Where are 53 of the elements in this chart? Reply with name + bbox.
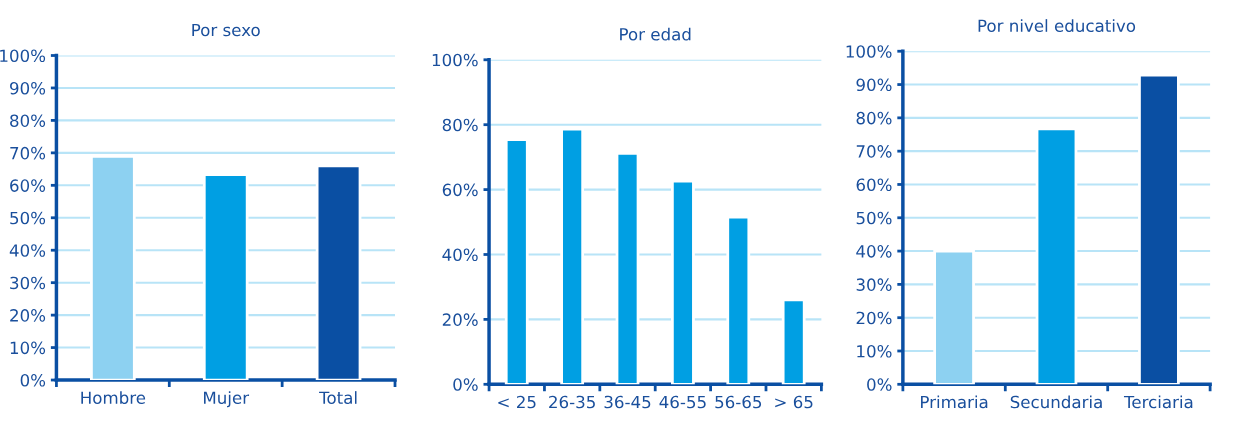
x-tick-label: Secundaria xyxy=(1010,395,1102,409)
bar xyxy=(90,155,136,381)
x-tick-label: 56-65 xyxy=(715,395,762,409)
y-tick-label: 30% xyxy=(10,276,46,290)
y-tick-label: 100% xyxy=(432,53,478,67)
y-tick-label: 20% xyxy=(442,313,478,326)
y-tick-label: 20% xyxy=(10,309,46,322)
bar xyxy=(202,173,249,381)
y-tick-label: 30% xyxy=(856,278,892,291)
x-tick-label: Mujer xyxy=(204,391,250,408)
chart-title: Por sexo xyxy=(192,23,260,37)
x-tick-label: < 25 xyxy=(498,395,536,409)
bar xyxy=(933,249,975,385)
chart-title: Por edad xyxy=(620,27,691,41)
y-tick-label: 60% xyxy=(856,178,892,192)
x-tick-label: Hombre xyxy=(81,391,146,405)
bar xyxy=(1035,127,1078,385)
bar xyxy=(615,151,640,385)
y-tick-label: 80% xyxy=(442,118,478,132)
y-tick-label: 80% xyxy=(10,114,46,127)
y-tick-label: 60% xyxy=(10,179,46,192)
y-tick-label: 60% xyxy=(442,183,478,197)
y-tick-label: 20% xyxy=(856,311,892,325)
y-tick-label: 0% xyxy=(453,378,478,391)
y-tick-label: 80% xyxy=(856,111,892,125)
y-tick-label: 0% xyxy=(867,378,892,391)
x-tick-label: 46-55 xyxy=(659,395,706,409)
y-tick-label: 40% xyxy=(442,248,478,262)
y-tick-label: 0% xyxy=(20,373,46,387)
y-tick-label: 100% xyxy=(0,49,46,63)
x-tick-label: > 65 xyxy=(775,395,813,409)
y-tick-label: 70% xyxy=(856,145,892,158)
bar xyxy=(670,179,695,385)
y-tick-label: 50% xyxy=(10,211,46,225)
bar xyxy=(504,138,529,385)
bar xyxy=(560,127,585,385)
x-tick-label: 26-35 xyxy=(549,395,595,409)
y-tick-label: 50% xyxy=(856,211,892,225)
y-tick-label: 40% xyxy=(856,245,892,258)
x-tick-label: Primaria xyxy=(921,395,988,409)
y-tick-label: 70% xyxy=(10,146,46,160)
x-tick-label: 36-45 xyxy=(604,395,651,409)
bar xyxy=(781,298,806,385)
x-tick-label: Total xyxy=(319,391,357,405)
chart-title: Por nivel educativo xyxy=(978,19,1136,33)
y-tick-label: 90% xyxy=(10,81,46,95)
bar xyxy=(726,215,751,385)
y-tick-label: 100% xyxy=(846,45,892,58)
y-tick-label: 10% xyxy=(857,344,892,358)
x-tick-label: Terciaria xyxy=(1123,395,1193,409)
y-tick-label: 10% xyxy=(10,341,46,355)
y-tick-label: 90% xyxy=(856,78,892,92)
y-tick-label: 40% xyxy=(9,244,46,257)
